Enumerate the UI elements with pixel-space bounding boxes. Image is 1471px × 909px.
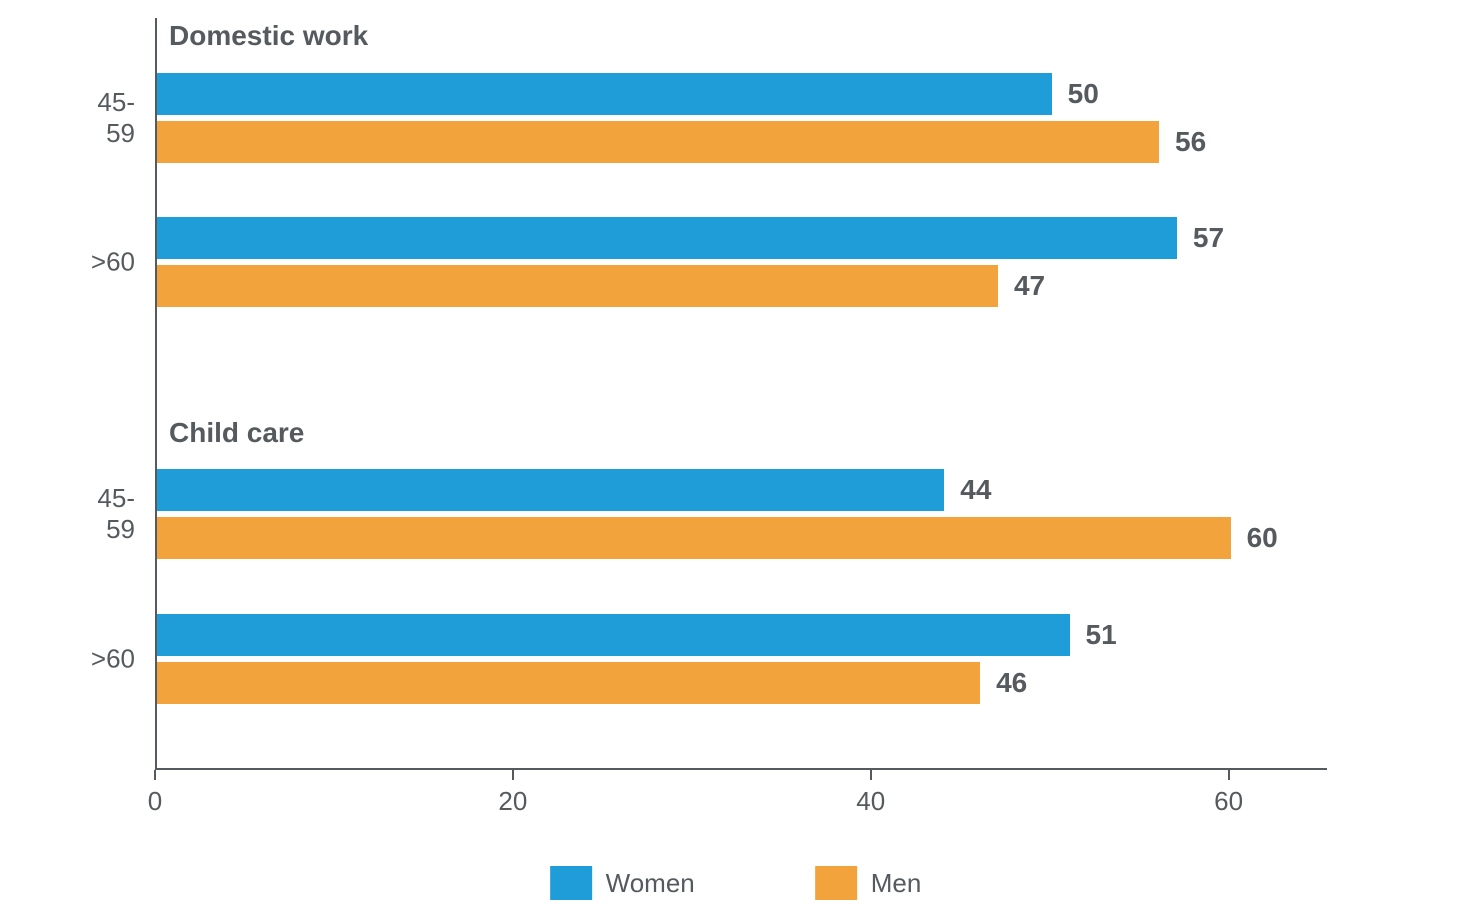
bar-value-women: 50	[1068, 78, 1099, 110]
bar-value-men: 60	[1247, 522, 1278, 554]
section-title: Child care	[169, 417, 304, 449]
legend-item-women: Women	[550, 866, 695, 900]
bar-women	[157, 73, 1052, 115]
bar-value-men: 47	[1014, 270, 1045, 302]
legend-label-women: Women	[606, 868, 695, 899]
bar-women	[157, 217, 1177, 259]
category-label: >60	[91, 247, 135, 278]
bar-women	[157, 469, 944, 511]
x-tick-label: 40	[856, 786, 885, 817]
x-tick-label: 0	[148, 786, 162, 817]
legend-swatch-men	[815, 866, 857, 900]
section-title: Domestic work	[169, 20, 368, 52]
category-label: >60	[91, 643, 135, 674]
bar-men	[157, 265, 998, 307]
legend-label-men: Men	[871, 868, 922, 899]
plot-area: 0204060Domestic work45-595056>605747Chil…	[155, 18, 1327, 770]
x-tick-mark	[870, 770, 872, 780]
chart-container: 0 20 40 60 Domestic work 45-59 50 56 >60 57 47 Chil…	[0, 0, 1471, 909]
bar-value-men: 46	[996, 667, 1027, 699]
bar-men	[157, 517, 1231, 559]
category-label: 45-59	[97, 87, 135, 149]
bar-value-women: 57	[1193, 222, 1224, 254]
x-tick-mark	[154, 770, 156, 780]
x-tick-mark	[512, 770, 514, 780]
x-tick-label: 20	[498, 786, 527, 817]
legend-swatch-women	[550, 866, 592, 900]
bar-value-women: 51	[1086, 619, 1117, 651]
legend-item-men: Men	[815, 866, 922, 900]
bar-women	[157, 614, 1070, 656]
x-tick-label: 60	[1214, 786, 1243, 817]
x-axis-line	[155, 768, 1327, 770]
bar-value-women: 44	[960, 474, 991, 506]
x-tick-mark	[1228, 770, 1230, 780]
legend: Women Men	[550, 866, 922, 900]
bar-value-men: 56	[1175, 126, 1206, 158]
category-label: 45-59	[97, 483, 135, 545]
bar-men	[157, 662, 980, 704]
bar-men	[157, 121, 1159, 163]
